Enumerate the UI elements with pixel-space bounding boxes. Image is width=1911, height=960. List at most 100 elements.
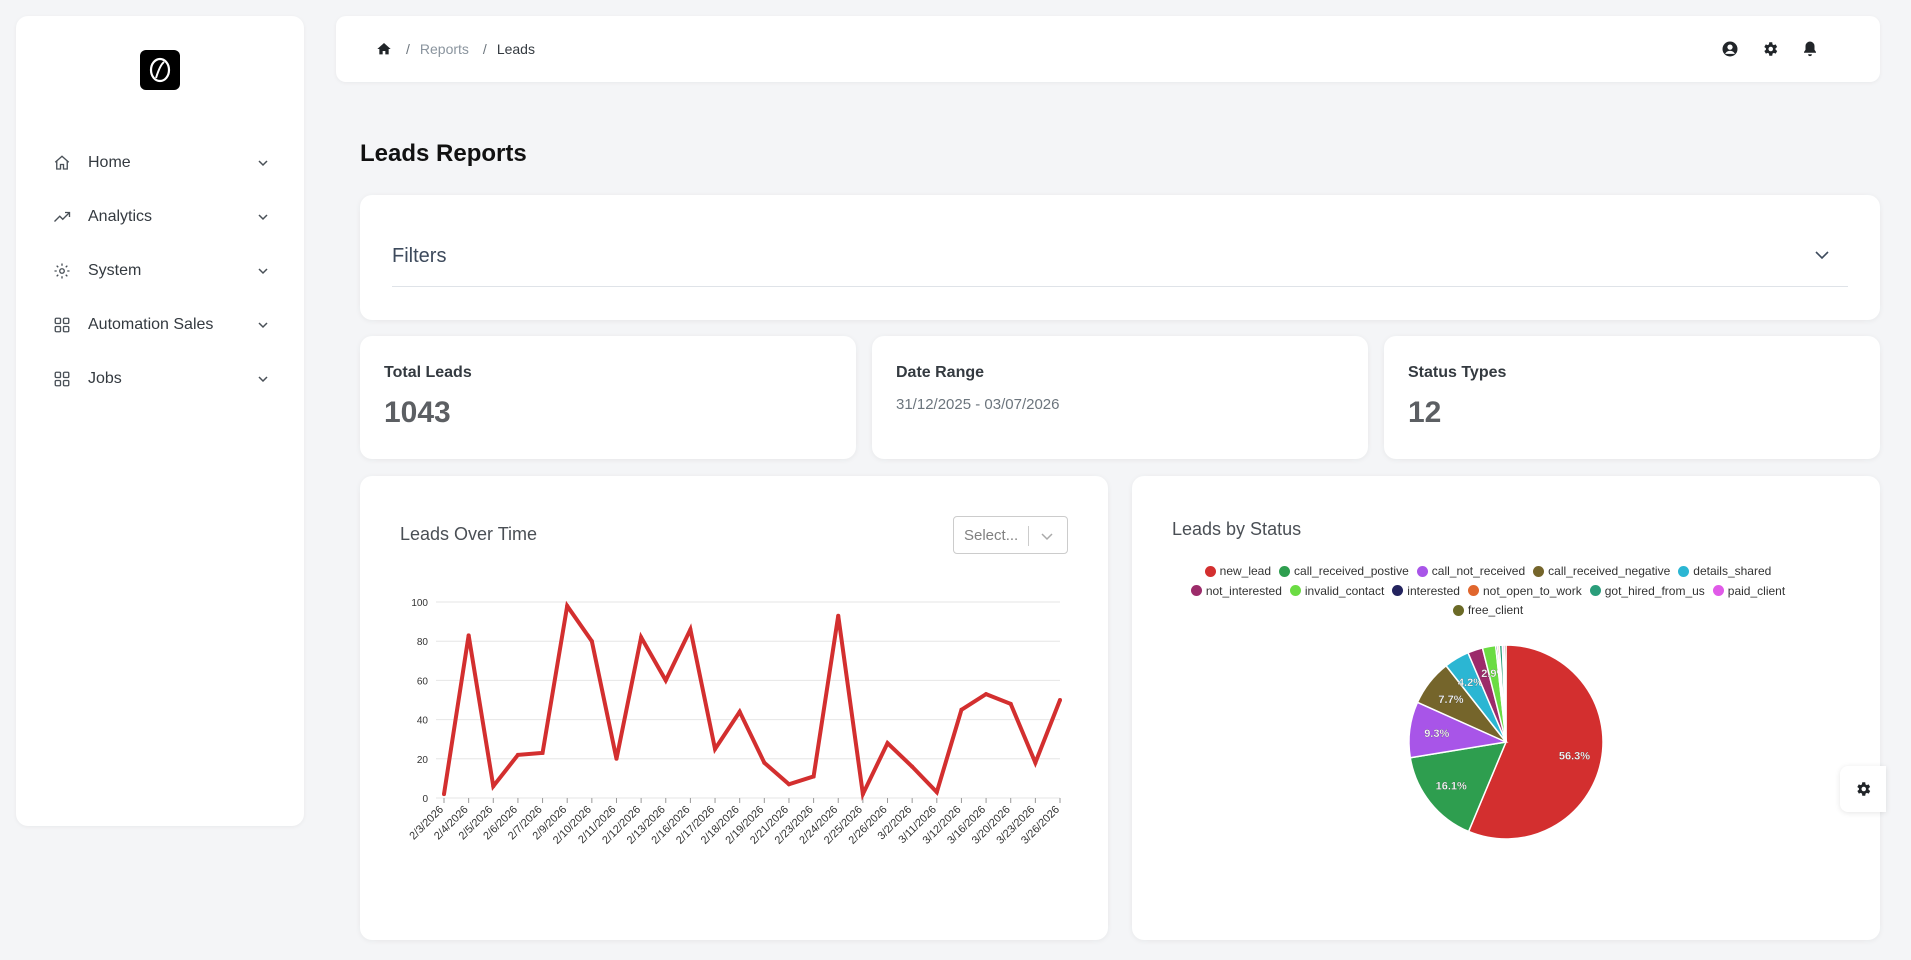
pie-slice[interactable] [1503, 644, 1507, 743]
legend-swatch [1589, 585, 1601, 596]
data-point[interactable] [614, 756, 619, 761]
legend-item[interactable]: interested [1392, 582, 1460, 600]
legend-item[interactable]: got_hired_from_us [1589, 582, 1705, 600]
sidebar-item-system[interactable]: System [16, 244, 304, 298]
sidebar-nav: Home Analytics System Automation Sales [16, 136, 304, 406]
legend-swatch [1678, 565, 1690, 577]
y-tick-label: 0 [422, 794, 428, 805]
grid-icon [52, 315, 72, 335]
slice-label: 56.3% [1559, 751, 1590, 763]
select-placeholder: Select... [964, 527, 1019, 544]
legend-swatch [1279, 565, 1291, 577]
chevron-down-icon [256, 210, 270, 224]
line-chart: 0204060801002/3/20262/4/20262/5/20262/6/… [407, 598, 1062, 847]
breadcrumb: / Reports / Leads [376, 16, 535, 82]
y-tick-label: 100 [411, 598, 428, 609]
data-point[interactable] [589, 639, 594, 644]
legend-swatch [1190, 585, 1202, 596]
legend-swatch [1416, 565, 1428, 577]
legend-label: got_hired_from_us [1604, 583, 1705, 598]
chevron-down-icon [256, 264, 270, 278]
chevron-down-icon[interactable] [1812, 245, 1832, 265]
legend-swatch [1452, 604, 1464, 616]
filters-panel[interactable]: Filters [360, 195, 1880, 320]
legend-item[interactable]: free_client [1452, 601, 1523, 619]
data-point[interactable] [1033, 760, 1038, 765]
data-point[interactable] [663, 678, 668, 683]
data-point[interactable] [491, 784, 496, 789]
slice-label: 7.7% [1438, 694, 1463, 706]
pie-slice[interactable] [1409, 741, 1508, 833]
logo-icon [149, 57, 171, 83]
data-point[interactable] [565, 603, 570, 608]
legend-item[interactable]: not_open_to_work [1467, 582, 1582, 600]
data-point[interactable] [885, 741, 890, 746]
sidebar-item-automation-sales[interactable]: Automation Sales [16, 298, 304, 352]
pie-slice[interactable] [1467, 644, 1604, 840]
chart-title: Leads by Status [1172, 519, 1302, 539]
legend-item[interactable]: not_interested [1190, 582, 1282, 600]
data-point[interactable] [515, 752, 520, 757]
stat-value: 31/12/2025 - 03/07/2026 [896, 396, 1060, 413]
legend-label: invalid_contact [1304, 583, 1385, 598]
legend-item[interactable]: paid_client [1712, 582, 1785, 600]
data-point[interactable] [639, 635, 644, 640]
data-point[interactable] [836, 613, 841, 618]
stat-label: Date Range [896, 364, 985, 381]
data-point[interactable] [910, 764, 915, 769]
sidebar: Home Analytics System Automation Sales [16, 16, 304, 826]
legend-item[interactable]: call_received_negative [1533, 562, 1670, 580]
legend-item[interactable]: call_received_postive [1279, 562, 1409, 580]
data-point[interactable] [442, 792, 446, 797]
y-tick-label: 60 [417, 676, 429, 687]
data-point[interactable] [959, 707, 964, 712]
legend-swatch [1533, 565, 1545, 577]
grid-icon [52, 369, 72, 389]
data-point[interactable] [688, 627, 693, 632]
legend-item[interactable]: invalid_contact [1289, 582, 1385, 600]
chevron-down-icon [1039, 528, 1055, 544]
data-point[interactable] [1058, 698, 1062, 702]
chevron-down-icon [256, 156, 270, 170]
sidebar-item-home[interactable]: Home [16, 136, 304, 190]
legend-label: interested [1407, 583, 1460, 598]
legend-item[interactable]: details_shared [1678, 562, 1771, 580]
data-point[interactable] [934, 790, 939, 795]
chevron-down-icon [256, 372, 270, 386]
data-point[interactable] [786, 782, 791, 787]
data-point[interactable] [737, 709, 742, 714]
sidebar-item-label: Automation Sales [88, 316, 214, 333]
data-point[interactable] [466, 633, 471, 638]
chart-filter-select[interactable]: Select... [953, 516, 1068, 554]
legend-label: call_received_negative [1548, 564, 1671, 578]
legend-item[interactable]: call_not_received [1416, 562, 1526, 580]
sidebar-item-jobs[interactable]: Jobs [16, 352, 304, 406]
breadcrumb-item-reports[interactable]: Reports [419, 41, 469, 57]
data-point[interactable] [762, 760, 767, 765]
legend-label: details_shared [1693, 564, 1772, 578]
user-circle-icon[interactable] [1720, 39, 1740, 59]
y-tick-label: 80 [417, 637, 429, 648]
data-point[interactable] [540, 750, 545, 755]
legend-swatch [1712, 585, 1724, 596]
sidebar-item-analytics[interactable]: Analytics [16, 190, 304, 244]
settings-float-button[interactable] [1840, 766, 1886, 812]
data-point[interactable] [984, 692, 989, 697]
app-logo[interactable] [140, 50, 180, 90]
sidebar-item-label: System [88, 262, 142, 279]
home-icon[interactable] [376, 41, 392, 57]
data-point[interactable] [713, 747, 718, 751]
legend-label: call_not_received [1431, 564, 1526, 578]
data-point[interactable] [860, 792, 865, 797]
bell-icon[interactable] [1800, 39, 1820, 59]
data-point[interactable] [811, 774, 816, 779]
data-point[interactable] [1008, 701, 1013, 706]
gear-icon[interactable] [1760, 39, 1780, 59]
topbar-actions [1720, 16, 1820, 82]
chart-title: Leads Over Time [400, 524, 538, 544]
legend-item[interactable]: new_lead [1204, 562, 1271, 580]
stat-label: Status Types [1408, 364, 1507, 381]
gear-icon [52, 261, 72, 281]
sidebar-item-label: Analytics [88, 208, 153, 225]
pie-chart: 56.3%16.1%9.3%7.7%4.2%2.9% [1408, 644, 1604, 840]
